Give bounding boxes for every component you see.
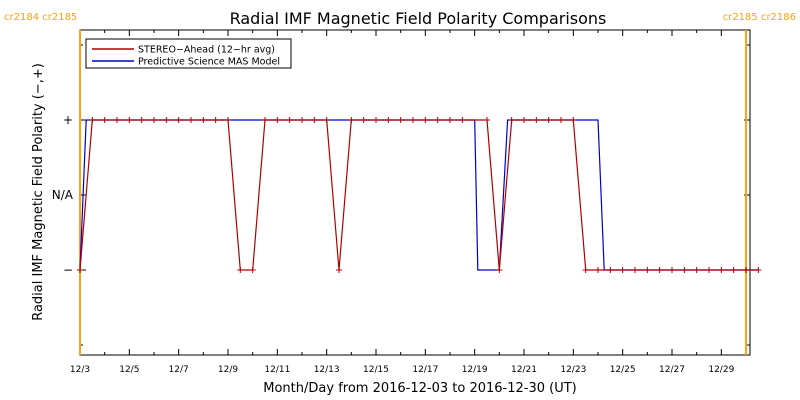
series-stereo-ahead [77, 117, 762, 273]
x-tick-label: 12/23 [560, 365, 586, 375]
data-point [299, 117, 305, 123]
chart-title: Radial IMF Magnetic Field Polarity Compa… [230, 9, 607, 28]
x-tick-label: 12/21 [511, 365, 537, 375]
y-tick-label: + [63, 113, 73, 127]
data-point [422, 117, 429, 123]
data-point [212, 117, 219, 123]
data-point [656, 267, 663, 273]
data-point [755, 267, 762, 273]
data-point [521, 117, 527, 123]
data-point [114, 117, 120, 123]
data-point [730, 267, 737, 273]
data-point [632, 267, 638, 273]
x-tick-label: 12/9 [218, 365, 238, 375]
data-point [175, 117, 182, 123]
data-point [89, 117, 96, 123]
series-line [79, 119, 759, 271]
data-point [447, 117, 453, 123]
carrington-rotation-label: cr2184 cr2185 [4, 12, 77, 23]
data-point [484, 117, 490, 123]
data-point [669, 267, 675, 273]
y-tick-label: N/A [52, 188, 74, 202]
data-point [681, 267, 688, 273]
x-tick-label: 12/29 [708, 365, 734, 375]
data-point [311, 117, 318, 123]
data-point [225, 117, 231, 123]
data-point [619, 267, 626, 273]
data-point [582, 267, 589, 273]
data-point [348, 117, 355, 123]
data-point [101, 117, 108, 123]
data-point [200, 117, 207, 123]
data-point [434, 117, 441, 123]
data-point [607, 267, 614, 273]
data-point [77, 267, 83, 273]
data-point [397, 117, 404, 123]
data-point [323, 117, 330, 123]
plot-frame [79, 29, 751, 356]
series-line [79, 119, 759, 271]
data-point [138, 117, 145, 123]
legend: STEREO−Ahead (12−hr avg) Predictive Scie… [85, 38, 292, 69]
data-point [533, 117, 540, 123]
data-point [706, 267, 712, 273]
data-point [286, 117, 293, 123]
data-point [644, 267, 651, 273]
x-tick-label: 12/7 [169, 365, 189, 375]
data-point [558, 117, 564, 123]
x-axis-label: Month/Day from 2016-12-03 to 2016-12-30 … [263, 381, 576, 396]
x-tick-label: 12/19 [462, 365, 488, 375]
data-point [410, 117, 416, 123]
data-point [545, 117, 552, 123]
y-axis-label: Radial IMF Magnetic Field Polarity (−,+) [31, 63, 46, 321]
data-point [188, 117, 194, 123]
x-tick-label: 12/5 [119, 365, 139, 375]
data-point [459, 117, 466, 123]
y-tick-label: − [63, 263, 73, 277]
data-point [163, 117, 170, 123]
data-point [336, 267, 342, 273]
data-point [718, 267, 725, 273]
data-point [274, 117, 281, 123]
data-point [743, 267, 749, 273]
data-point [151, 117, 157, 123]
data-point [595, 267, 601, 273]
data-point [496, 267, 503, 273]
data-point [237, 267, 244, 273]
carrington-rotation-label: cr2185 cr2186 [723, 12, 796, 23]
data-point [385, 117, 392, 123]
data-point [126, 117, 133, 123]
data-point [693, 267, 700, 273]
x-tick-label: 12/15 [363, 365, 389, 375]
data-point [373, 117, 379, 123]
x-tick-label: 12/13 [314, 365, 340, 375]
data-point [508, 117, 515, 123]
data-point [570, 117, 577, 123]
data-point [249, 267, 256, 273]
data-point [262, 117, 268, 123]
x-tick-label: 12/25 [610, 365, 636, 375]
legend-label-stereo: STEREO−Ahead (12−hr avg) [138, 45, 275, 56]
x-tick-label: 12/27 [659, 365, 685, 375]
legend-label-mas-model: Predictive Science MAS Model [138, 57, 280, 68]
x-tick-label: 12/3 [70, 365, 90, 375]
legend-box [85, 38, 292, 69]
x-tick-label: 12/17 [412, 365, 438, 375]
data-point [360, 117, 367, 123]
x-tick-label: 12/11 [264, 365, 290, 375]
series-mas-model [79, 119, 759, 271]
